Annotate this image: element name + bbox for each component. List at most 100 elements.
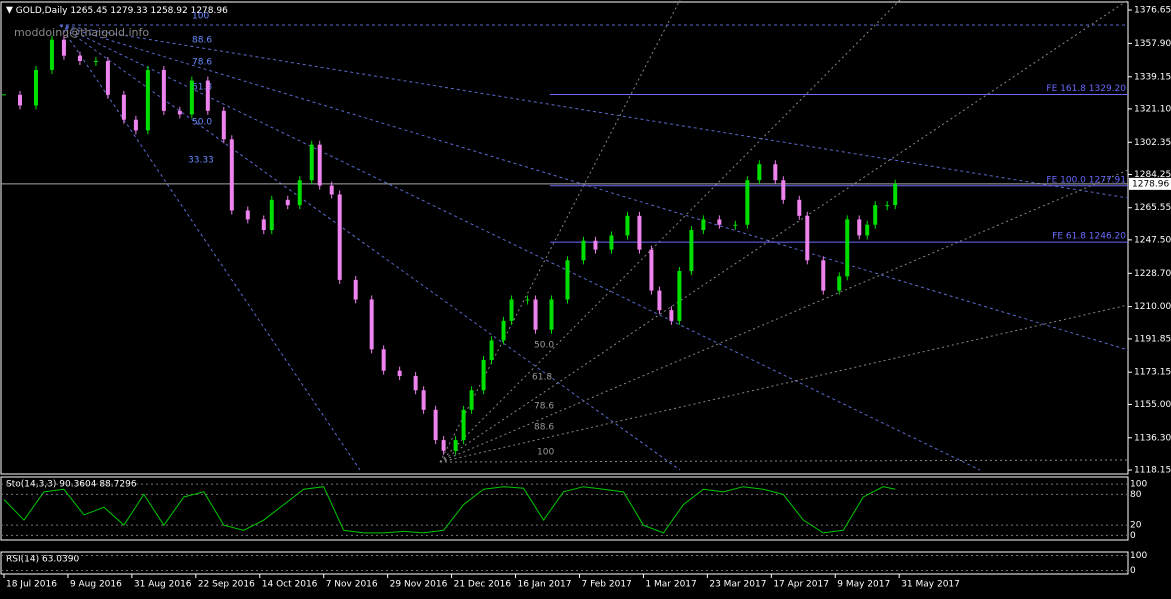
- candle-body: [757, 164, 762, 181]
- candle-body: [189, 80, 194, 115]
- candle-body: [337, 194, 342, 280]
- candle-body: [669, 310, 674, 321]
- candle-body: [61, 39, 66, 56]
- candle-body: [625, 215, 630, 236]
- candle-body: [701, 219, 706, 231]
- candle-body: [717, 219, 722, 225]
- x-tick-label: 21 Dec 2016: [454, 580, 512, 590]
- fib-level-label: FE 61.8 1246.20: [1052, 232, 1126, 242]
- fan-label: 50.0: [192, 118, 212, 128]
- y-tick-label: 80: [1130, 490, 1142, 500]
- y-tick-label: 1376.65: [1134, 6, 1171, 16]
- candle-body: [421, 390, 426, 410]
- candle-body: [865, 224, 870, 236]
- x-tick-label: 31 Aug 2016: [134, 580, 192, 590]
- candle-body: [369, 299, 374, 350]
- fan-label: 78.6: [192, 58, 212, 68]
- candle-body: [745, 180, 750, 225]
- fib-level-label: FE 161.8 1329.20: [1046, 84, 1126, 94]
- y-tick-label: 1155.00: [1134, 400, 1171, 410]
- candle-body: [773, 164, 778, 181]
- sto-panel: [0, 476, 1129, 541]
- y-tick-label: 1247.50: [1134, 235, 1171, 245]
- x-tick-label: 29 Nov 2016: [390, 580, 448, 590]
- candle-body: [821, 260, 826, 291]
- x-tick-label: 9 Aug 2016: [70, 580, 122, 590]
- fan-label: 33.33: [188, 156, 214, 166]
- candle-body: [297, 180, 302, 206]
- x-tick-label: 9 May 2017: [837, 580, 890, 590]
- fan-label: 100: [537, 448, 554, 458]
- y-tick-label: 1357.90: [1134, 39, 1171, 49]
- y-tick-label: 1210.00: [1134, 302, 1171, 312]
- y-tick-label: 1136.30: [1134, 433, 1171, 443]
- candle-body: [77, 55, 82, 62]
- x-tick-label: 7 Feb 2017: [581, 580, 631, 590]
- candle-body: [145, 69, 150, 131]
- y-tick-label: 100: [1130, 551, 1147, 561]
- candle-body: [565, 260, 570, 300]
- candle-body: [317, 144, 322, 186]
- candle-body: [489, 340, 494, 360]
- candle-body: [649, 249, 654, 291]
- candle-body: [609, 235, 614, 250]
- candle-body: [397, 370, 402, 377]
- candle-body: [49, 39, 54, 70]
- fan-label: 61.8: [192, 83, 212, 93]
- candle-body: [453, 440, 458, 451]
- candle-body: [285, 199, 290, 206]
- candle-body: [873, 205, 878, 225]
- x-tick-label: 22 Sep 2016: [198, 580, 255, 590]
- candle-body: [593, 240, 598, 250]
- candle-body: [733, 224, 738, 226]
- candle-body: [33, 69, 38, 106]
- x-tick-label: 16 Jan 2017: [518, 580, 572, 590]
- candle-body: [205, 80, 210, 111]
- candle-body: [657, 290, 662, 311]
- candle-body: [689, 230, 694, 272]
- y-tick-label: 1302.35: [1134, 138, 1171, 148]
- candle-body: [133, 119, 138, 131]
- candle-body: [845, 219, 850, 277]
- candle-body: [885, 205, 890, 207]
- x-tick-label: 31 May 2017: [901, 580, 960, 590]
- x-tick-label: 18 Jul 2016: [6, 580, 57, 590]
- fan-label: 78.6: [534, 402, 554, 412]
- candle-body: [797, 199, 802, 216]
- rsi-panel: [0, 551, 1129, 575]
- candle-body: [17, 94, 22, 106]
- candle-body: [481, 359, 486, 391]
- candle-body: [677, 271, 682, 321]
- fan-label: 50.0: [534, 341, 554, 351]
- candle-body: [121, 94, 126, 120]
- y-tick-label: 0: [1130, 566, 1136, 576]
- y-tick-label: 100: [1130, 480, 1147, 490]
- candle-body: [501, 320, 506, 341]
- candle-body: [221, 110, 226, 140]
- candle-body: [177, 110, 182, 115]
- y-tick-label: 1191.85: [1134, 334, 1171, 344]
- candle-body: [857, 219, 862, 236]
- candle-body: [469, 390, 474, 410]
- y-tick-label: 1228.70: [1134, 269, 1171, 279]
- candle-body: [353, 279, 358, 300]
- fib-level-label: FE 100.0 1277.91: [1046, 175, 1126, 185]
- candle-body: [261, 219, 266, 231]
- y-tick-label: 1339.15: [1134, 72, 1171, 82]
- candle-body: [549, 299, 554, 330]
- indicator-line: [3, 486, 896, 534]
- y-tick-label: 1321.10: [1134, 104, 1171, 114]
- x-tick-label: 23 Mar 2017: [709, 580, 766, 590]
- fan-label: 100: [192, 12, 209, 22]
- candle-body: [441, 440, 446, 451]
- header: ▼ GOLD,Daily 1265.45 1279.33 1258.92 127…: [6, 6, 228, 16]
- candle-body: [329, 185, 334, 195]
- candle-body: [637, 215, 642, 250]
- y-tick-label: 1118.15: [1134, 466, 1171, 476]
- x-tick-label: 14 Oct 2016: [262, 580, 318, 590]
- main-panel: [0, 1, 1129, 475]
- price-box: [1129, 177, 1171, 190]
- candle-body: [269, 199, 274, 231]
- watermark: moddoing@thaigold.info: [14, 26, 149, 39]
